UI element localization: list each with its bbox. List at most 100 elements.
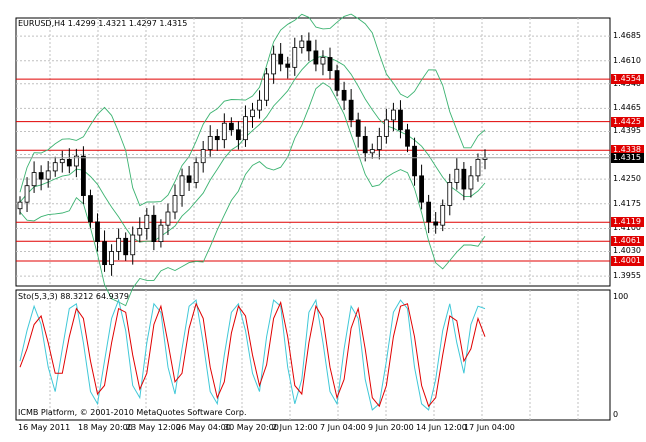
candle-body: [475, 158, 481, 177]
stochastic-tick-label: 100: [613, 292, 629, 301]
bollinger-upper: [19, 13, 486, 207]
candle-body: [193, 162, 199, 183]
candle-body: [257, 99, 262, 111]
candle-body: [186, 175, 192, 183]
candle-body: [24, 185, 30, 203]
price-tick-label: 1.4030: [613, 246, 641, 256]
stochastic-lines: [19, 298, 486, 411]
candle-body: [362, 135, 368, 154]
candle-body: [320, 57, 326, 65]
candle-body: [348, 99, 354, 121]
level-price-tag: 1.4338: [611, 145, 644, 156]
level-price-tag: 1.4425: [611, 116, 644, 127]
stochastic-panel[interactable]: [15, 289, 611, 421]
candle-body: [179, 175, 185, 196]
candle-body: [271, 53, 277, 75]
stochastic-tick-label: 0: [613, 410, 619, 419]
candle-body: [383, 119, 389, 137]
candle-body: [376, 135, 382, 150]
candle-body: [88, 195, 93, 223]
candle-body: [38, 172, 44, 180]
candle-body: [165, 211, 171, 226]
candle-body: [433, 221, 439, 226]
candle-body: [214, 135, 220, 141]
horizontal-levels[interactable]: [16, 78, 610, 262]
candle-body: [440, 205, 446, 226]
candle-body: [369, 149, 375, 154]
time-tick-label: 17 Jun 04:00: [464, 423, 515, 432]
candle-body: [405, 129, 410, 147]
candle-body: [207, 135, 213, 150]
time-tick-label: 30 May 20:00: [224, 423, 279, 432]
stochastic-signal-line: [19, 300, 486, 408]
candle-body: [66, 158, 72, 167]
candle-body: [81, 155, 86, 196]
copyright-text: ICMB Platform, © 2001-2010 MetaQuotes So…: [18, 408, 247, 417]
candle-body: [426, 201, 432, 223]
candle-body: [313, 50, 319, 65]
price-tick-label: 1.4250: [613, 174, 641, 184]
candle-body: [334, 70, 340, 91]
candle-body: [130, 234, 136, 256]
candle-body: [412, 145, 417, 177]
time-tick-label: 14 Jun 12:00: [416, 423, 467, 432]
candle-body: [243, 116, 248, 141]
time-tick-label: 23 May 12:00: [126, 423, 181, 432]
candle-body: [95, 221, 100, 243]
current-price-tag: 1.4315: [611, 152, 644, 163]
candle-body: [398, 109, 403, 131]
level-price-tag: 1.4001: [611, 256, 644, 266]
stochastic-label: Sto(5,3,3) 88.3212 64.9379: [18, 292, 129, 301]
candle-body: [52, 162, 58, 172]
candle-body: [151, 214, 157, 243]
candle-body: [419, 175, 424, 203]
candle-body: [200, 149, 206, 164]
candle-body: [468, 175, 474, 190]
price-tick-label: 1.3955: [613, 271, 641, 281]
candle-body: [73, 155, 79, 167]
level-price-tag: 1.4554: [611, 74, 644, 85]
time-tick-label: 2 Jun 12:00: [272, 423, 318, 432]
candle-body: [461, 168, 467, 190]
time-tick-label: 9 Jun 20:00: [368, 423, 414, 432]
candle-body: [123, 237, 129, 256]
candle-body: [250, 109, 255, 118]
candle-body: [228, 122, 234, 131]
chart-info-line: EURUSD,H4 1.4299 1.4321 1.4297 1.4315: [18, 19, 188, 28]
candle-body: [391, 109, 396, 121]
candle-body: [109, 251, 114, 266]
candle-body: [285, 63, 291, 68]
candle-body: [236, 129, 241, 141]
candle-body: [45, 170, 51, 180]
candle-body: [327, 57, 333, 72]
candle-body: [447, 182, 453, 206]
price-tick-label: 1.4395: [613, 126, 641, 136]
time-tick-label: 16 May 2011: [18, 423, 71, 432]
time-tick-label: 7 Jun 04:00: [320, 423, 366, 432]
candle-body: [59, 158, 65, 164]
candle-body: [355, 119, 361, 137]
bollinger-lower: [19, 82, 486, 307]
candle-body: [454, 168, 460, 183]
candle-body: [17, 201, 23, 210]
candle-body: [278, 53, 284, 65]
candle-body: [31, 172, 37, 187]
candle-body: [158, 224, 164, 243]
candle-body: [221, 122, 227, 141]
candle-body: [116, 237, 122, 252]
candle-body: [102, 241, 107, 266]
level-price-tag: 1.4119: [611, 217, 644, 228]
candle-body: [306, 40, 312, 52]
price-tick-label: 1.4100: [613, 223, 641, 233]
candle-body: [144, 214, 150, 229]
price-tick-label: 1.4175: [613, 198, 641, 208]
level-price-tag: 1.4061: [611, 236, 644, 247]
price-tick-label: 1.4610: [613, 55, 641, 65]
price-tick-label: 1.4465: [613, 103, 641, 113]
candle-body: [264, 73, 269, 101]
time-tick-label: 18 May 20:00: [78, 423, 133, 432]
candlesticks: [17, 32, 488, 276]
candle-body: [137, 228, 143, 236]
candle-body: [341, 89, 347, 101]
